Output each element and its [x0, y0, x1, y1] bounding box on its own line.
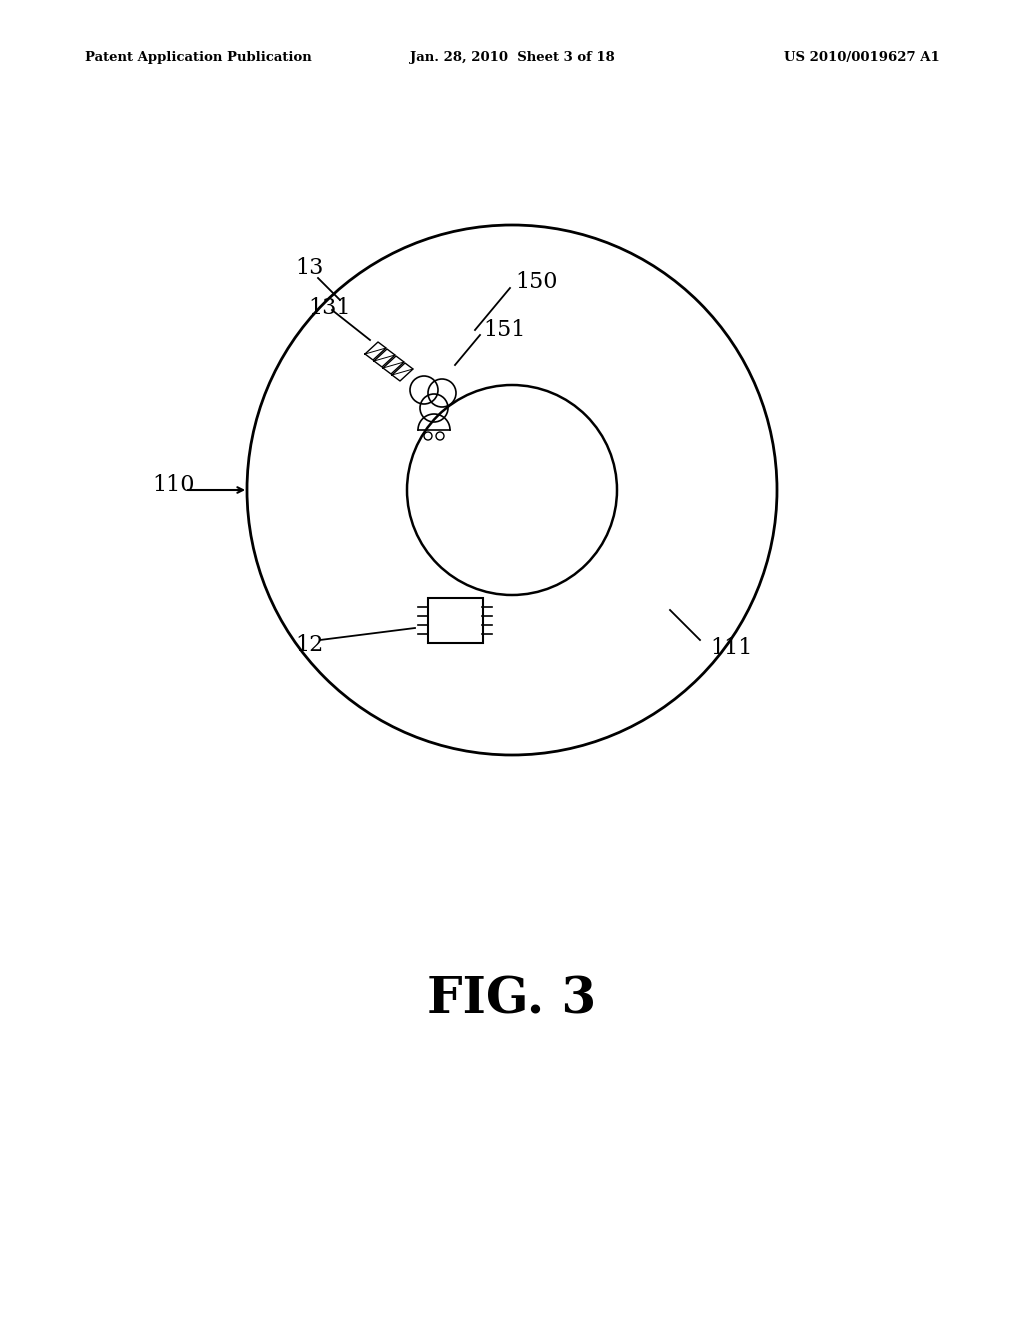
Bar [428, 598, 483, 643]
Text: FIG. 3: FIG. 3 [427, 975, 597, 1024]
Text: 12: 12 [295, 634, 324, 656]
Text: 150: 150 [515, 271, 557, 293]
Text: 151: 151 [483, 319, 525, 341]
Text: 110: 110 [152, 474, 195, 496]
Text: 13: 13 [295, 257, 324, 279]
Text: Patent Application Publication: Patent Application Publication [85, 51, 311, 65]
Text: US 2010/0019627 A1: US 2010/0019627 A1 [784, 51, 940, 65]
Text: Jan. 28, 2010  Sheet 3 of 18: Jan. 28, 2010 Sheet 3 of 18 [410, 51, 614, 65]
Text: 131: 131 [308, 297, 350, 319]
Text: 111: 111 [710, 638, 753, 659]
